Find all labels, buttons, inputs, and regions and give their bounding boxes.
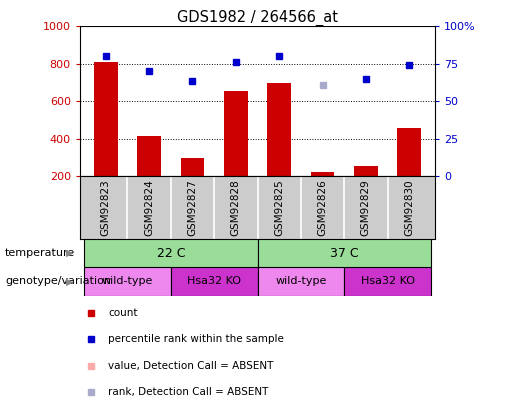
Text: temperature: temperature (5, 248, 75, 258)
Text: GSM92823: GSM92823 (101, 179, 111, 236)
Bar (311, 173, 334, 176)
Text: rank, Detection Call = ABSENT: rank, Detection Call = ABSENT (108, 387, 269, 397)
Bar (84, 239, 258, 267)
Text: ▶: ▶ (66, 248, 73, 258)
Bar (181, 158, 204, 176)
Text: percentile rank within the sample: percentile rank within the sample (108, 334, 284, 344)
Text: GSM92828: GSM92828 (231, 179, 241, 236)
Text: Hsa32 KO: Hsa32 KO (187, 277, 241, 286)
Text: wild-type: wild-type (102, 277, 153, 286)
Bar (258, 267, 344, 296)
Bar (137, 136, 161, 176)
Bar (224, 91, 248, 176)
Bar (267, 83, 291, 176)
Text: genotype/variation: genotype/variation (5, 277, 111, 286)
Text: ▶: ▶ (66, 277, 73, 286)
Text: GSM92829: GSM92829 (361, 179, 371, 236)
Text: 22 C: 22 C (157, 247, 185, 260)
Bar (354, 166, 378, 176)
Text: Hsa32 KO: Hsa32 KO (360, 277, 415, 286)
Text: GDS1982 / 264566_at: GDS1982 / 264566_at (177, 10, 338, 26)
Bar (258, 239, 431, 267)
Text: value, Detection Call = ABSENT: value, Detection Call = ABSENT (108, 360, 274, 371)
Text: GSM92824: GSM92824 (144, 179, 154, 236)
Text: wild-type: wild-type (275, 277, 327, 286)
Text: GSM92825: GSM92825 (274, 179, 284, 236)
Bar (84, 267, 171, 296)
Text: count: count (108, 308, 138, 318)
Bar (94, 62, 118, 176)
Bar (171, 267, 258, 296)
Bar (397, 128, 421, 176)
Text: GSM92827: GSM92827 (187, 179, 197, 236)
Text: 37 C: 37 C (330, 247, 358, 260)
Text: GSM92830: GSM92830 (404, 179, 414, 236)
Text: GSM92826: GSM92826 (318, 179, 328, 236)
Bar (344, 267, 431, 296)
